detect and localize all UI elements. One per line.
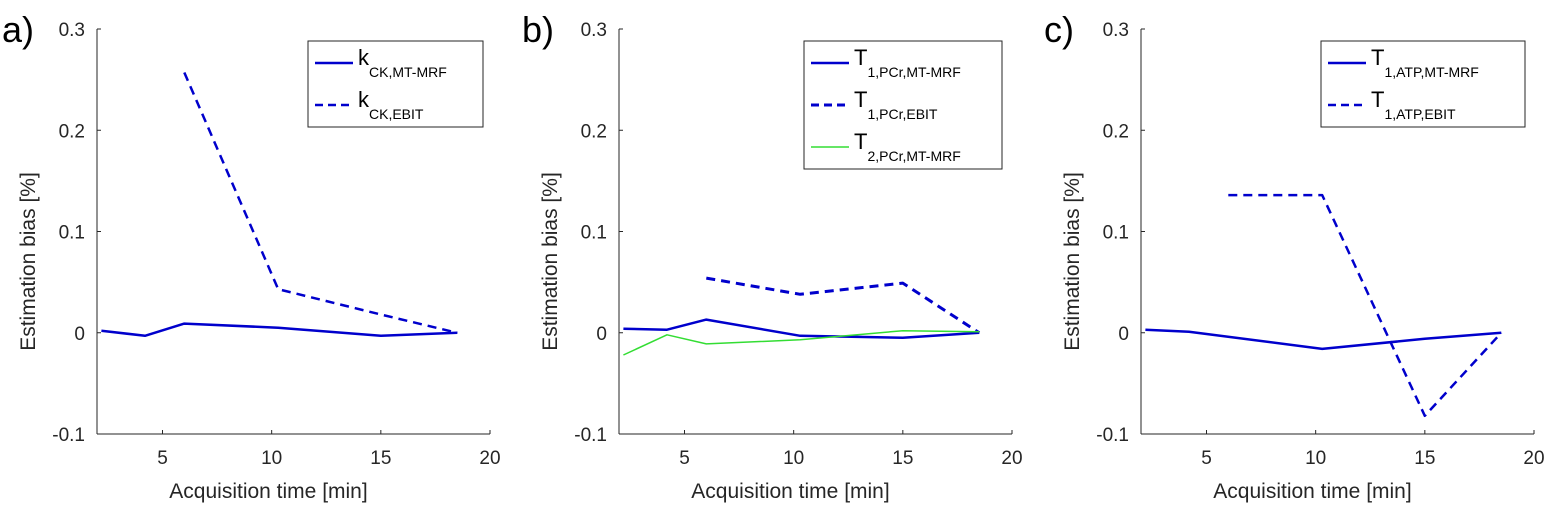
legend-box — [307, 40, 484, 128]
legend-main: k — [358, 45, 370, 70]
y-tick-label: 0.1 — [1103, 223, 1129, 244]
x-tick-label: 10 — [261, 448, 282, 469]
series-line-1 — [101, 322, 458, 338]
y-tick-label: 0.3 — [1103, 20, 1129, 41]
legend-main: T — [1371, 87, 1384, 112]
x-tick-label: 15 — [1414, 448, 1435, 469]
y-tick-label: -0.1 — [52, 425, 85, 446]
y-tick-label: 0 — [596, 324, 607, 345]
panel-label: a) — [2, 9, 34, 50]
y-axis-title: Estimation bias [%] — [1061, 172, 1084, 351]
legend-subscript: 1,ATP,EBIT — [1384, 106, 1456, 122]
legend-entry: T1,ATP,EBIT — [1371, 87, 1456, 122]
y-tick-label: -0.1 — [574, 425, 607, 446]
y-tick-label: 0.2 — [59, 121, 85, 142]
panel-label: b) — [522, 9, 554, 50]
chart-panel-1: a) -0.1 0 0.1 0.2 0.3 5 10 15 20 Acquisition time … — [2, 9, 501, 503]
legend-main: T — [854, 129, 867, 154]
y-tick-label: 0.2 — [1103, 121, 1129, 142]
legend-main: T — [1371, 45, 1384, 70]
x-tick-label: 10 — [1305, 448, 1326, 469]
series-line-2 — [183, 72, 458, 335]
legend-main: T — [854, 87, 867, 112]
x-axis-title: Acquisition time [min] — [1213, 480, 1411, 503]
panel-label: c) — [1044, 9, 1074, 50]
series-line-2 — [1228, 193, 1503, 418]
x-tick-label: 20 — [479, 448, 500, 469]
legend-entry: kCK,MT-MRF — [358, 45, 447, 80]
y-tick-label: 0.3 — [581, 20, 607, 41]
y-axis-title: Estimation bias [%] — [17, 172, 40, 351]
y-tick-label: -0.1 — [1096, 425, 1129, 446]
y-tick-label: 0.3 — [59, 20, 85, 41]
chart-panel-2: b) -0.1 0 0.1 0.2 0.3 5 10 15 20 Acquisition time … — [522, 9, 1023, 503]
legend-entry: T2,PCr,MT-MRF — [854, 129, 961, 164]
series-line-2 — [706, 276, 981, 335]
y-tick-label: 0.1 — [59, 223, 85, 244]
series-line-1 — [1145, 328, 1502, 351]
y-tick-label: 0 — [74, 324, 85, 345]
x-axis-title: Acquisition time [min] — [169, 480, 367, 503]
legend-entry: T1,PCr,MT-MRF — [854, 45, 961, 80]
legend-subscript: 1,PCr,MT-MRF — [867, 64, 960, 80]
legend-subscript: 1,PCr,EBIT — [867, 106, 937, 122]
legend-box — [1320, 40, 1526, 128]
legend-entry: kCK,EBIT — [358, 87, 424, 122]
y-tick-label: 0 — [1118, 324, 1129, 345]
x-tick-label: 20 — [1001, 448, 1022, 469]
y-axis-title: Estimation bias [%] — [539, 172, 562, 351]
x-tick-label: 5 — [1201, 448, 1212, 469]
series-line-3 — [623, 329, 980, 356]
y-tick-label: 0.2 — [581, 121, 607, 142]
legend-subscript: 1,ATP,MT-MRF — [1384, 64, 1478, 80]
legend-entry: T1,PCr,EBIT — [854, 87, 938, 122]
x-tick-label: 10 — [783, 448, 804, 469]
legend-subscript: CK,MT-MRF — [369, 64, 447, 80]
legend-main: k — [358, 87, 370, 112]
legend-main: T — [854, 45, 867, 70]
legend-subscript: CK,EBIT — [369, 106, 424, 122]
x-tick-label: 5 — [157, 448, 168, 469]
y-tick-label: 0.1 — [581, 223, 607, 244]
x-tick-label: 15 — [370, 448, 391, 469]
x-tick-label: 20 — [1523, 448, 1544, 469]
legend-subscript: 2,PCr,MT-MRF — [867, 148, 960, 164]
x-tick-label: 5 — [679, 448, 690, 469]
x-tick-label: 15 — [892, 448, 913, 469]
chart-panel-3: c) -0.1 0 0.1 0.2 0.3 5 10 15 20 Acquisition time … — [1044, 9, 1545, 503]
legend-entry: T1,ATP,MT-MRF — [1371, 45, 1479, 80]
series-line-1 — [623, 318, 980, 340]
x-axis-title: Acquisition time [min] — [691, 480, 889, 503]
